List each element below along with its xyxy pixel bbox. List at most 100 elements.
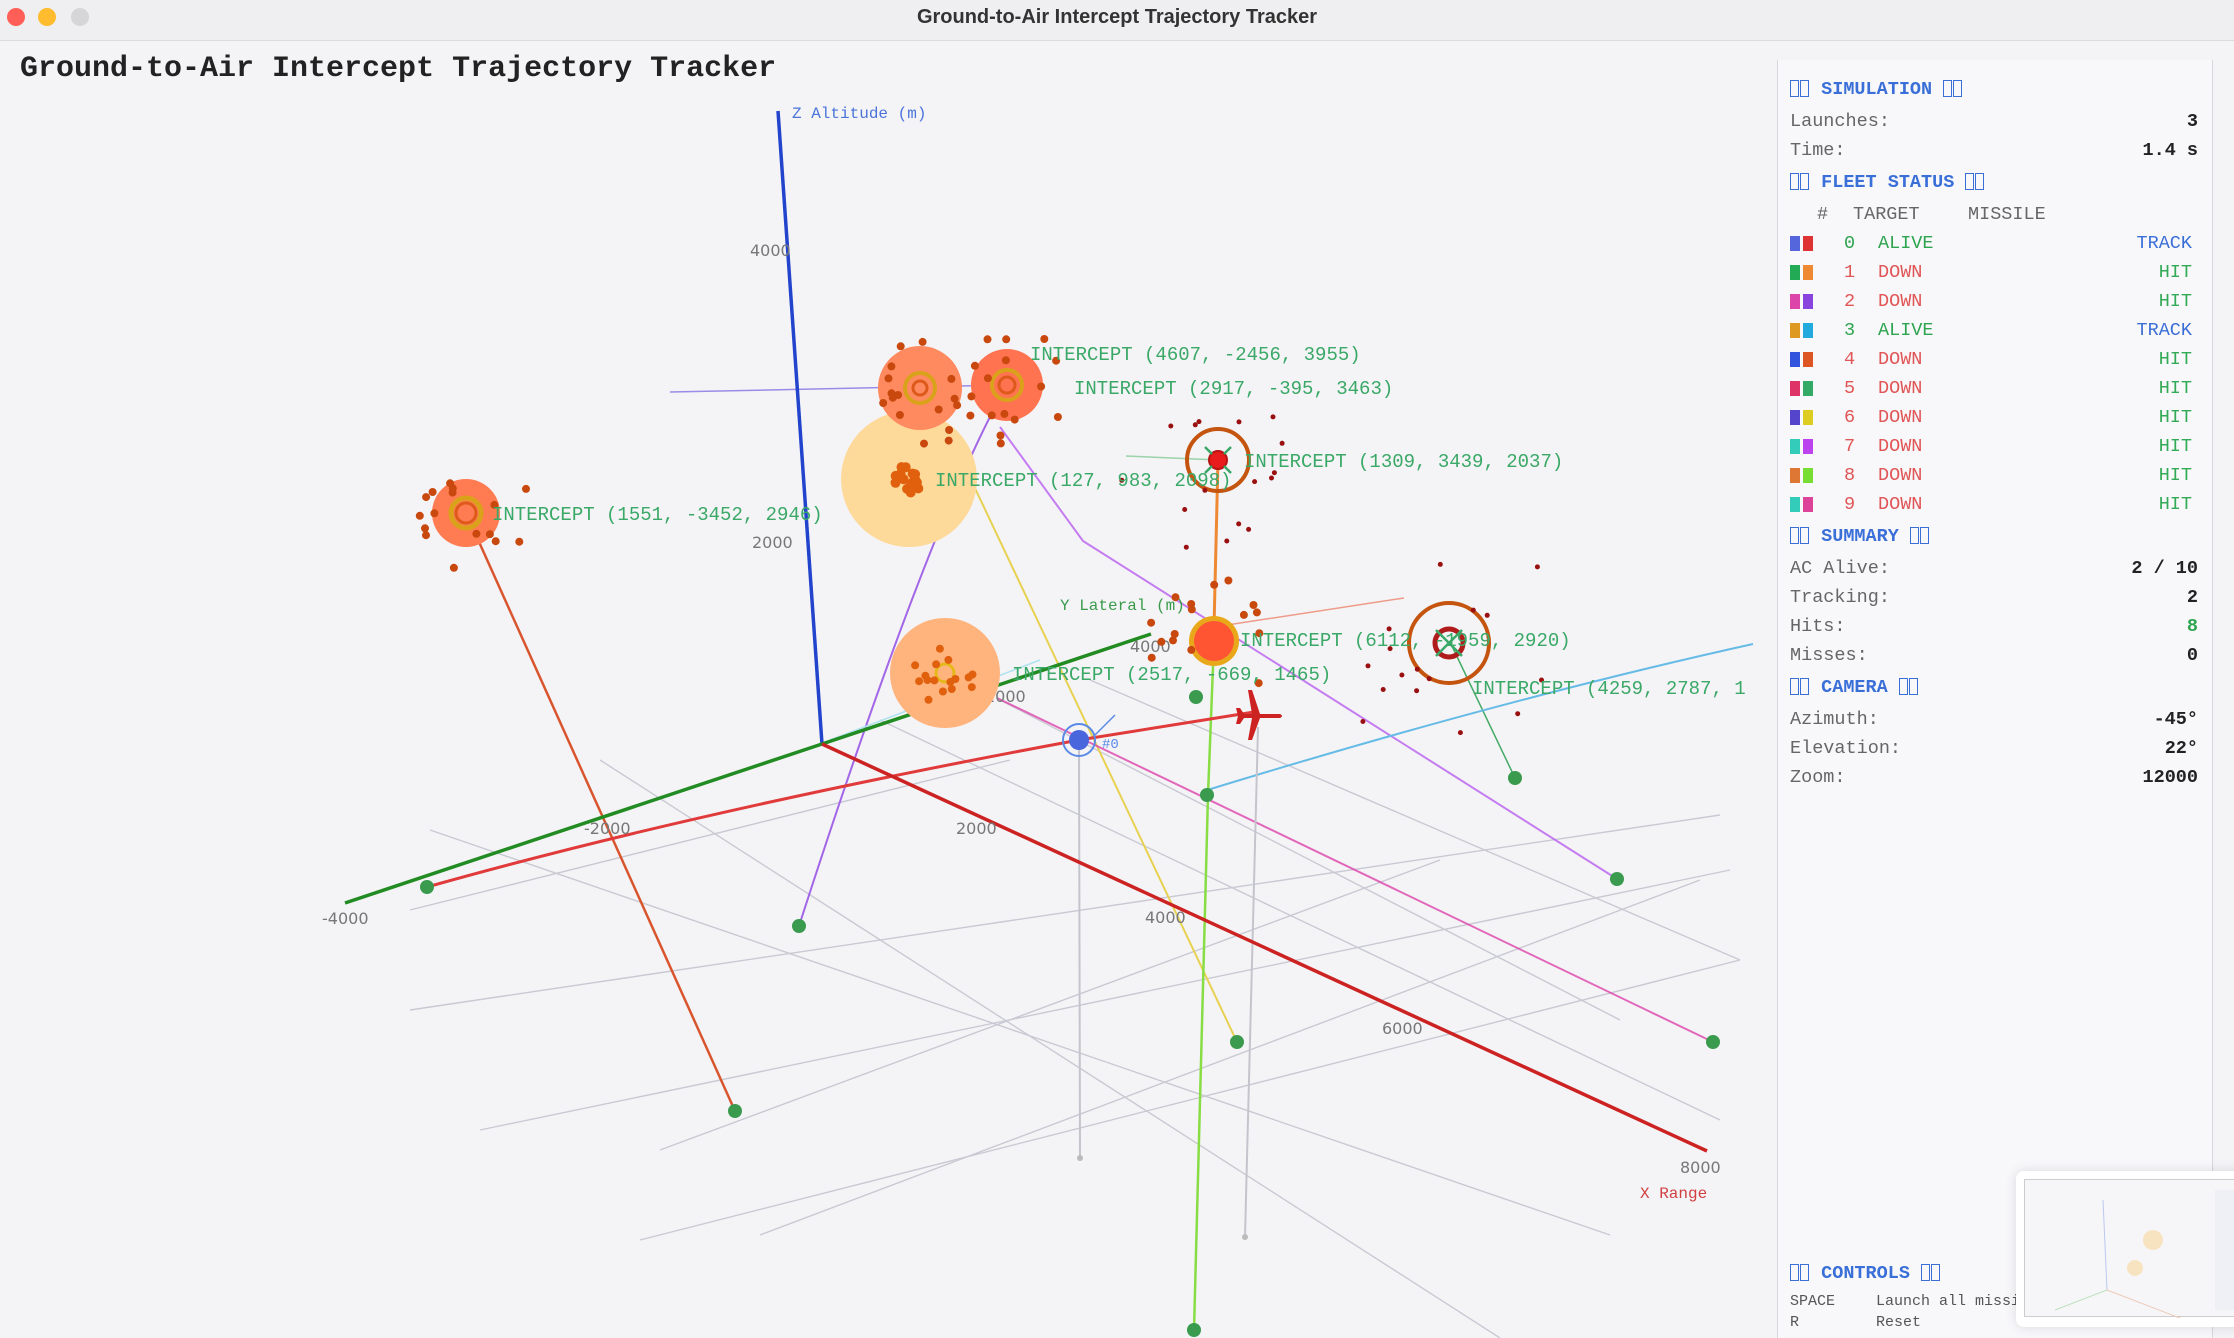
debris-particle bbox=[1037, 382, 1046, 391]
target-0-marker[interactable]: #0 bbox=[1062, 714, 1119, 757]
section-title: SUMMARY bbox=[1821, 526, 1899, 547]
intercept-label: INTERCEPT (4259, 2787, 1 bbox=[1472, 678, 1746, 700]
explosion-ring bbox=[911, 379, 929, 397]
close-window-button[interactable] bbox=[7, 8, 25, 26]
target-ring bbox=[1062, 723, 1096, 757]
axes: Z Altitude (m) Y Lateral (m) X Range 400… bbox=[322, 105, 1721, 1203]
fleet-number: 2 bbox=[1844, 291, 1856, 312]
explosion-icon bbox=[841, 411, 977, 547]
target-status: DOWN bbox=[1878, 465, 1923, 486]
debris-particle bbox=[522, 484, 530, 493]
screenshot-thumbnail[interactable] bbox=[2016, 1171, 2234, 1327]
debris-particle bbox=[1539, 677, 1544, 683]
control-key: SPACE bbox=[1790, 1293, 1836, 1310]
launcher-icon[interactable] bbox=[1508, 771, 1522, 785]
ground-marker bbox=[1242, 1234, 1248, 1240]
section-controls: CONTROLS bbox=[1790, 1256, 2190, 1291]
z-tick-label: 2000 bbox=[752, 533, 793, 552]
section-fleet-status: FLEET STATUS bbox=[1790, 165, 2198, 200]
explosion-ring bbox=[454, 501, 478, 525]
grid-line bbox=[999, 699, 1621, 1021]
debris-particle bbox=[446, 479, 455, 488]
debris-particle bbox=[1457, 730, 1463, 736]
trajectory-3d-view[interactable]: Z Altitude (m) Y Lateral (m) X Range 400… bbox=[0, 0, 1777, 1338]
launcher-icon[interactable] bbox=[1706, 1035, 1720, 1049]
debris-particle bbox=[950, 394, 959, 403]
explosion-icon bbox=[971, 349, 1043, 421]
intercept-label: INTERCEPT (2917, -395, 3463) bbox=[1074, 378, 1393, 400]
trajectory-line bbox=[1203, 643, 1754, 792]
target-color-swatch bbox=[1790, 439, 1800, 454]
trajectory-line bbox=[798, 384, 1008, 927]
control-row: SPACE Launch all missiles bbox=[1790, 1291, 2190, 1312]
launchers bbox=[420, 690, 1720, 1337]
launcher-icon[interactable] bbox=[728, 1104, 742, 1118]
debris-particle bbox=[1484, 612, 1490, 618]
x-tick-label: 4000 bbox=[1145, 908, 1186, 927]
tracking-value: 2 bbox=[2186, 587, 2198, 608]
fleet-row: 2 DOWN HIT bbox=[1790, 287, 2198, 316]
time-label: Time: bbox=[1790, 140, 1846, 161]
debris-particle bbox=[1254, 679, 1263, 688]
trajectory-line bbox=[972, 483, 1238, 1043]
x-tick-label: 6000 bbox=[1382, 1019, 1423, 1038]
debris-particle bbox=[1170, 630, 1179, 638]
launcher-icon[interactable] bbox=[1189, 690, 1203, 704]
x-tick-label: 8000 bbox=[1680, 1158, 1721, 1177]
launches-label: Launches: bbox=[1790, 111, 1890, 132]
y-axis-negative bbox=[344, 742, 823, 905]
grid-line bbox=[429, 829, 1611, 1236]
control-key: R bbox=[1790, 1314, 1800, 1331]
aircraft-icon[interactable] bbox=[1236, 690, 1282, 740]
explosion-ring bbox=[448, 495, 484, 531]
missile-status: TRACK bbox=[2136, 320, 2192, 341]
debris-particle bbox=[1387, 646, 1393, 652]
elevation-value: 22° bbox=[2164, 738, 2198, 759]
minimize-window-button[interactable] bbox=[38, 8, 56, 26]
y-tick-label: -2000 bbox=[584, 819, 631, 838]
debris-particle bbox=[1187, 605, 1196, 614]
y-axis-label: Y Lateral (m) bbox=[1060, 597, 1185, 615]
explosion-icon bbox=[890, 618, 1000, 728]
target-dot bbox=[1208, 450, 1228, 470]
launcher-icon[interactable] bbox=[1610, 872, 1624, 886]
target-status: DOWN bbox=[1878, 291, 1923, 312]
explosion-ring bbox=[903, 371, 937, 405]
intercept-label: INTERCEPT (1309, 3439, 2037) bbox=[1244, 451, 1563, 473]
section-title: SIMULATION bbox=[1821, 79, 1933, 100]
debris-particle bbox=[491, 537, 500, 546]
fleet-row: 7 DOWN HIT bbox=[1790, 432, 2198, 461]
debris-particle bbox=[1399, 672, 1405, 678]
debris-particle bbox=[887, 362, 896, 371]
launcher-icon[interactable] bbox=[420, 880, 434, 894]
drop-line bbox=[1078, 739, 1081, 1159]
z-tick-label: 4000 bbox=[750, 241, 791, 260]
debris-particle bbox=[1239, 610, 1248, 619]
target-color-swatch bbox=[1790, 236, 1800, 251]
launcher-icon[interactable] bbox=[792, 919, 806, 933]
launcher-icon[interactable] bbox=[1230, 1035, 1244, 1049]
fleet-row: 1 DOWN HIT bbox=[1790, 258, 2198, 287]
debris-particle bbox=[896, 342, 905, 351]
debris-particle bbox=[915, 677, 924, 686]
target-color-swatch bbox=[1790, 352, 1800, 367]
launcher-icon[interactable] bbox=[1187, 1323, 1201, 1337]
x-axis-label: X Range bbox=[1640, 1185, 1707, 1203]
debris-particle bbox=[1236, 419, 1242, 425]
debris-particle bbox=[1224, 538, 1230, 544]
debris-particle bbox=[428, 488, 437, 496]
debris-particle bbox=[970, 361, 979, 370]
col-missile: MISSILE bbox=[1968, 204, 2046, 225]
debris-particle bbox=[918, 337, 927, 346]
fleet-row: 3 ALIVE TRACK bbox=[1790, 316, 2198, 345]
target-color-swatch bbox=[1790, 410, 1800, 425]
debris-particle bbox=[1534, 564, 1540, 570]
zoom-window-button[interactable] bbox=[71, 8, 89, 26]
fleet-number: 5 bbox=[1844, 378, 1856, 399]
ac-alive-label: AC Alive: bbox=[1790, 558, 1890, 579]
grid-line bbox=[879, 719, 1721, 1121]
debris-particle bbox=[923, 676, 932, 684]
fleet-number: 0 bbox=[1844, 233, 1856, 254]
missile-status: HIT bbox=[2158, 378, 2192, 399]
launcher-icon[interactable] bbox=[1200, 788, 1214, 802]
